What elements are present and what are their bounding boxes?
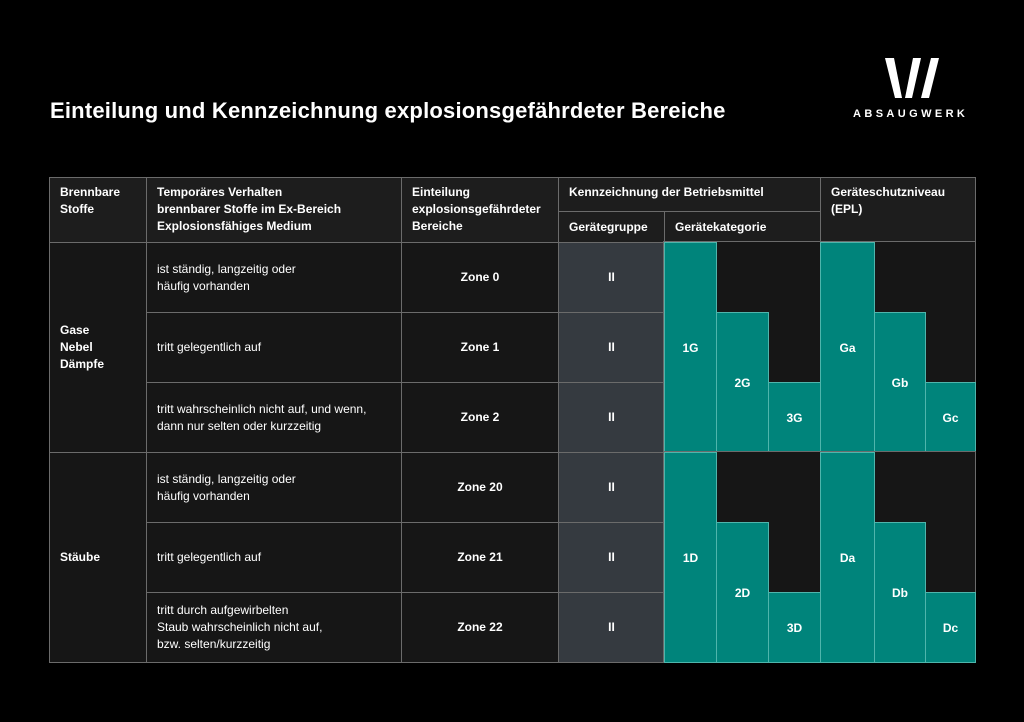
geraetegruppe-cell: II <box>558 452 665 523</box>
zone-cell: Zone 20 <box>401 452 559 523</box>
zone-cell: Zone 1 <box>401 312 559 383</box>
epl-bar: Db <box>874 522 926 663</box>
geraetegruppe-cell: II <box>558 592 665 663</box>
zone-cell: Zone 2 <box>401 382 559 453</box>
geraetekategorie-bar: 2G <box>716 312 769 453</box>
logo-mark-icon <box>885 58 939 98</box>
zone-cell: Zone 21 <box>401 522 559 593</box>
verhalten-cell: tritt wahrscheinlich nicht auf, und wenn… <box>146 382 402 453</box>
geraetekategorie-bar: 3D <box>768 592 821 663</box>
geraetegruppe-cell: II <box>558 522 665 593</box>
verhalten-cell: tritt gelegentlich auf <box>146 522 402 593</box>
geraetegruppe-cell: II <box>558 382 665 453</box>
header-stoffe: Brennbare Stoffe <box>49 177 147 243</box>
verhalten-cell: ist ständig, langzeitig oder häufig vorh… <box>146 242 402 313</box>
zone-cell: Zone 0 <box>401 242 559 313</box>
header-geraetekategorie: Gerätekategorie <box>664 211 821 243</box>
verhalten-cell: tritt durch aufgewirbelten Staub wahrsch… <box>146 592 402 663</box>
geraetekategorie-bar: 3G <box>768 382 821 453</box>
geraetekategorie-bar: 1G <box>664 242 717 453</box>
epl-bar: Ga <box>820 242 875 453</box>
stoff-cell: Gase Nebel Dämpfe <box>49 242 147 453</box>
epl-bar: Gb <box>874 312 926 453</box>
header-einteilung: Einteilung explosionsgefährdeter Bereich… <box>401 177 559 243</box>
geraetekategorie-bar: 1D <box>664 452 717 663</box>
stoff-cell: Stäube <box>49 452 147 663</box>
epl-bar: Gc <box>925 382 976 453</box>
epl-bar: Da <box>820 452 875 663</box>
header-epl: Geräteschutzniveau (EPL) <box>820 177 976 243</box>
page-title: Einteilung und Kennzeichnung explosionsg… <box>50 98 726 123</box>
geraetegruppe-cell: II <box>558 242 665 313</box>
epl-bar: Dc <box>925 592 976 663</box>
header-geraetegruppe: Gerätegruppe <box>558 211 665 243</box>
absaugwerk-logo: ABSAUGWERK <box>853 58 978 124</box>
header-verhalten: Temporäres Verhalten brennbarer Stoffe i… <box>146 177 402 243</box>
verhalten-cell: ist ständig, langzeitig oder häufig vorh… <box>146 452 402 523</box>
header-kennzeichnung: Kennzeichnung der Betriebsmittel <box>558 177 821 212</box>
verhalten-cell: tritt gelegentlich auf <box>146 312 402 383</box>
zone-cell: Zone 22 <box>401 592 559 663</box>
geraetekategorie-bar: 2D <box>716 522 769 663</box>
logo-text: ABSAUGWERK <box>853 108 969 120</box>
geraetegruppe-cell: II <box>558 312 665 383</box>
